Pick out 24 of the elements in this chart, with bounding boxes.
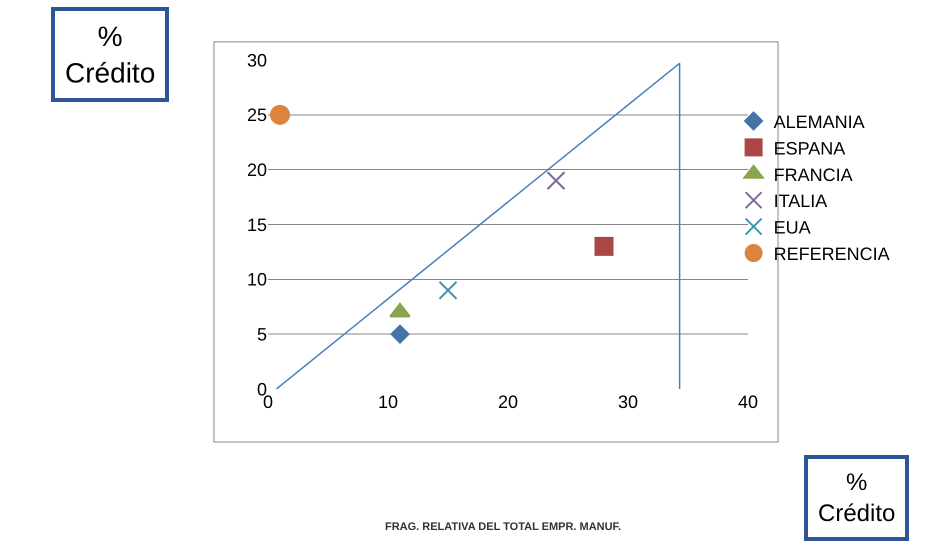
legend-label: ESPANA bbox=[774, 138, 846, 158]
x-tick-label: 20 bbox=[498, 392, 518, 412]
y-tick-label: 25 bbox=[246, 105, 267, 126]
text: FRAG. RELATIVA DEL TOTAL EMPR. MANUF. bbox=[385, 521, 622, 533]
y-tick-label: 5 bbox=[256, 324, 267, 344]
y-tick-label: 15 bbox=[246, 214, 267, 235]
y-tick-label: 20 bbox=[246, 160, 267, 180]
x-tick-label: 40 bbox=[738, 392, 758, 412]
point bbox=[270, 104, 290, 125]
legend-label: REFERENCIA bbox=[774, 244, 890, 264]
legend-label: ITALIA bbox=[774, 191, 828, 212]
text: % Crédito bbox=[818, 469, 896, 528]
point bbox=[546, 171, 566, 190]
x-tick-label: 10 bbox=[378, 392, 398, 412]
point bbox=[438, 280, 458, 300]
x-tick-label: 30 bbox=[618, 392, 638, 412]
legend-label: FRANCIA bbox=[774, 164, 853, 185]
y-tick-label: 10 bbox=[246, 270, 267, 290]
point bbox=[594, 236, 614, 256]
legend-label: ALEMANIA bbox=[774, 112, 865, 132]
legend-label: EUA bbox=[774, 218, 811, 238]
point bbox=[390, 324, 410, 344]
text: % Crédito bbox=[65, 21, 156, 88]
y-tick-label: 30 bbox=[246, 50, 267, 70]
